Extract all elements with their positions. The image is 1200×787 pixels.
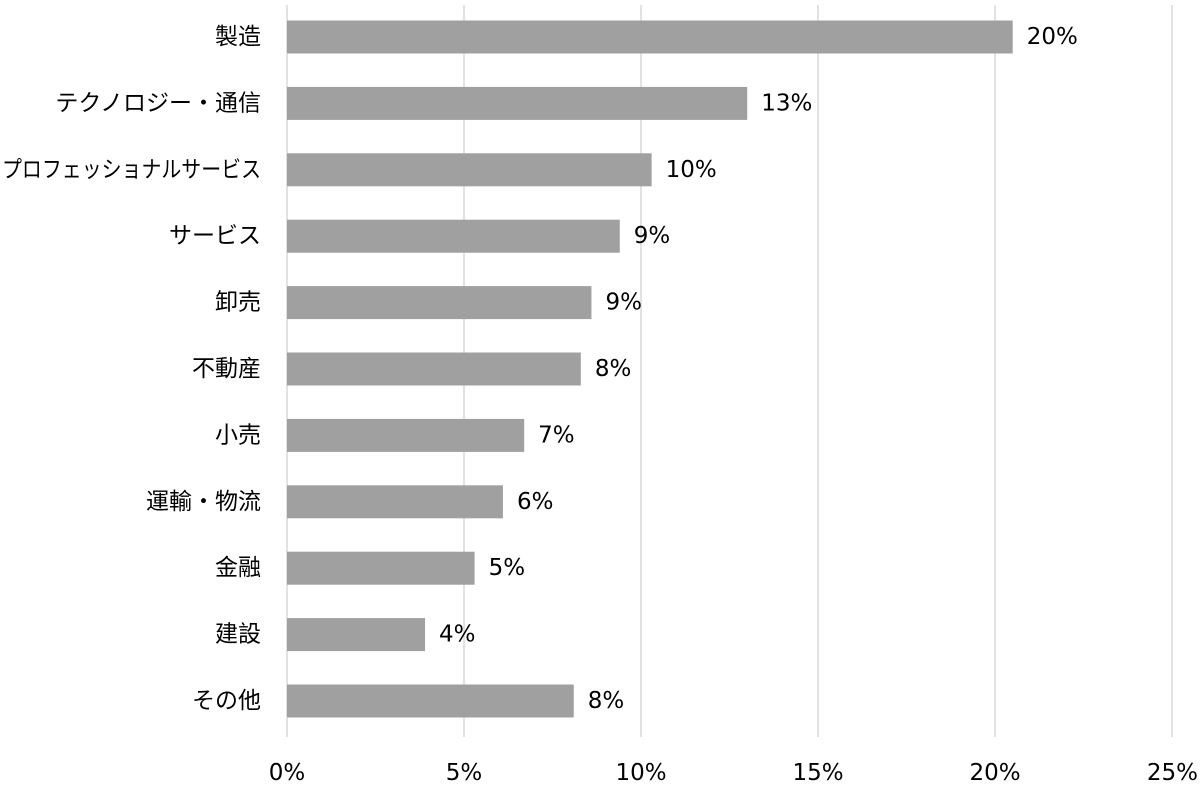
bar-1 — [287, 86, 748, 120]
x-tick-label: 15% — [792, 760, 843, 786]
value-label: 5% — [489, 555, 526, 581]
value-label: 9% — [605, 290, 642, 316]
value-label: 10% — [666, 157, 717, 183]
bar-4 — [287, 286, 592, 320]
bar-5 — [287, 352, 581, 386]
x-axis-tick-labels: 0% 5% 10% 15% 20% 25% — [269, 760, 1198, 786]
x-tick-label: 20% — [969, 760, 1020, 786]
x-tick-label: 5% — [446, 760, 483, 786]
bar-3 — [287, 219, 620, 253]
category-label: 卸売 — [215, 290, 261, 316]
value-label: 8% — [588, 688, 625, 714]
bar-6 — [287, 418, 525, 452]
bars — [287, 20, 1013, 718]
bar-2 — [287, 153, 652, 187]
category-label: 金融 — [215, 555, 261, 581]
category-label: 製造 — [215, 24, 261, 50]
category-label: テクノロジー・通信 — [55, 90, 261, 116]
category-label: サービス — [169, 223, 261, 249]
category-label: 不動産 — [192, 356, 261, 382]
value-label: 9% — [634, 223, 671, 249]
bar-0 — [287, 20, 1013, 54]
value-label: 8% — [595, 356, 632, 382]
bar-10 — [287, 684, 574, 718]
bar-8 — [287, 551, 475, 585]
value-label: 6% — [517, 489, 554, 515]
x-tick-label: 25% — [1147, 760, 1198, 786]
bar-9 — [287, 618, 426, 652]
category-labels: 製造テクノロジー・通信プロフェッショナルサービスサービス卸売不動産小売運輸・物流… — [2, 24, 261, 714]
category-label: 建設 — [215, 622, 261, 648]
category-label: その他 — [192, 688, 261, 714]
value-label: 13% — [761, 90, 812, 116]
value-label: 4% — [439, 622, 476, 648]
value-labels: 20% 13% 10% 9% 9% 8% 7% 6% 5% 4% 8% — [439, 24, 1078, 714]
gridlines — [286, 5, 1173, 737]
x-tick-label: 10% — [615, 760, 666, 786]
bar-7 — [287, 485, 503, 519]
category-label: 小売 — [215, 422, 261, 448]
x-tick-label: 0% — [269, 760, 306, 786]
category-label: プロフェッショナルサービス — [2, 157, 261, 183]
value-label: 20% — [1027, 24, 1078, 50]
value-label: 7% — [538, 422, 575, 448]
category-label: 運輸・物流 — [146, 489, 261, 515]
